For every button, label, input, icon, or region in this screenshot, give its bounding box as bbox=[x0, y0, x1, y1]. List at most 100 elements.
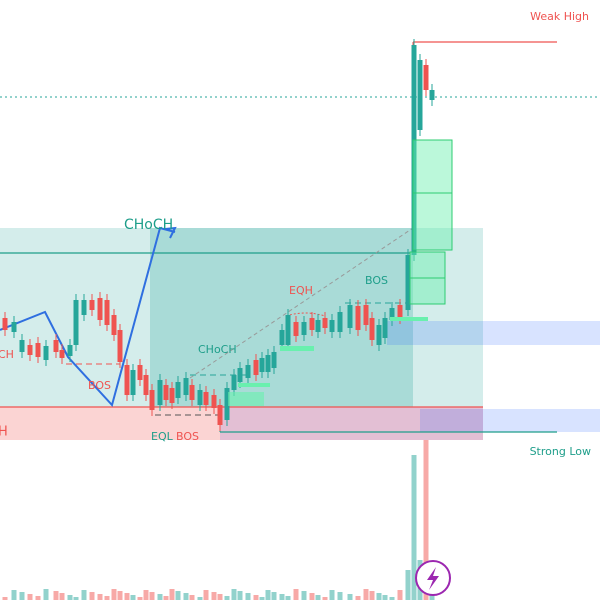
volume-bar bbox=[217, 594, 223, 600]
strong-low-label: Strong Low bbox=[530, 445, 591, 458]
candle-body bbox=[175, 382, 181, 398]
candle-body bbox=[322, 318, 328, 328]
volume-bar bbox=[43, 589, 49, 600]
candle-body bbox=[104, 300, 110, 325]
volume-bar bbox=[309, 593, 315, 600]
volume-bar bbox=[59, 593, 65, 600]
candle-body bbox=[224, 388, 230, 420]
volume-bar bbox=[245, 593, 251, 600]
cut-label: H bbox=[0, 425, 8, 440]
candle-body bbox=[301, 322, 307, 335]
volume-bar bbox=[35, 596, 41, 600]
volume-bar bbox=[411, 455, 417, 600]
volume-bar bbox=[293, 589, 299, 600]
volume-bar bbox=[149, 592, 155, 600]
volume-bar bbox=[197, 597, 203, 600]
candle-body bbox=[124, 365, 130, 395]
fvg-box bbox=[412, 139, 453, 251]
candle-body bbox=[59, 350, 65, 358]
volume-bar bbox=[124, 593, 130, 600]
volume-bar bbox=[53, 591, 59, 600]
volume-bar bbox=[2, 597, 8, 600]
volume-bar bbox=[337, 592, 343, 600]
volume-bar bbox=[363, 589, 369, 600]
candle-body bbox=[293, 322, 299, 336]
fvg-box bbox=[412, 192, 453, 251]
volume-bar bbox=[315, 595, 321, 600]
candle-body bbox=[429, 90, 435, 100]
fvg-box bbox=[409, 277, 446, 305]
candle-body bbox=[376, 325, 382, 345]
candle-body bbox=[97, 298, 103, 320]
candle-body bbox=[11, 322, 17, 332]
candle-body bbox=[217, 405, 223, 425]
volume-bar bbox=[301, 591, 307, 600]
candle-body bbox=[157, 380, 163, 405]
candle-body bbox=[329, 320, 335, 332]
candle-body bbox=[27, 345, 33, 355]
volume-bar bbox=[163, 596, 169, 600]
fvg-box bbox=[390, 317, 428, 321]
candle-body bbox=[183, 378, 189, 395]
volume-bar bbox=[97, 594, 103, 600]
cut-label: CH bbox=[0, 348, 14, 361]
volume-bar bbox=[189, 595, 195, 600]
volume-bar bbox=[81, 590, 87, 600]
candle-body bbox=[53, 340, 59, 352]
bos-label: BOS bbox=[176, 430, 199, 443]
bos-label: BOS bbox=[365, 274, 388, 287]
candle-body bbox=[397, 305, 403, 318]
candle-body bbox=[347, 305, 353, 328]
candle-body bbox=[337, 312, 343, 332]
volume-bar bbox=[143, 590, 149, 600]
volume-bar bbox=[347, 594, 353, 600]
volume-bar bbox=[382, 595, 388, 600]
volume-bar bbox=[117, 591, 123, 600]
candle-body bbox=[189, 385, 195, 400]
volume-bar bbox=[169, 589, 175, 600]
order-block bbox=[220, 407, 483, 440]
volume-bar bbox=[405, 570, 411, 600]
candle-body bbox=[389, 308, 395, 320]
volume-bar bbox=[279, 594, 285, 600]
candle-body bbox=[211, 395, 217, 408]
candle-body bbox=[355, 306, 361, 330]
demand-zone bbox=[0, 407, 483, 440]
fvg-box bbox=[280, 346, 314, 351]
candle-body bbox=[315, 320, 321, 332]
eql-label: EQL bbox=[151, 430, 174, 443]
volume-bar bbox=[19, 592, 25, 600]
choch-label: CHoCH bbox=[124, 217, 173, 233]
candle-body bbox=[81, 300, 87, 315]
candle-body bbox=[253, 360, 259, 375]
volume-bar bbox=[285, 596, 291, 600]
volume-bar bbox=[104, 596, 110, 600]
volume-bar bbox=[369, 591, 375, 600]
trend-line bbox=[189, 227, 414, 379]
volume-bar bbox=[130, 595, 136, 600]
volume-bar bbox=[376, 593, 382, 600]
volume-bar bbox=[423, 440, 429, 600]
volume-bar bbox=[389, 597, 395, 600]
zigzag-arrow bbox=[164, 226, 177, 239]
candles bbox=[2, 39, 435, 431]
volume-bar bbox=[329, 590, 335, 600]
candle-body bbox=[265, 355, 271, 372]
candle-body bbox=[130, 370, 136, 395]
candle-body bbox=[405, 255, 411, 310]
volume-bar bbox=[259, 597, 265, 600]
candle-body bbox=[369, 318, 375, 340]
eqh-label: EQH bbox=[289, 284, 313, 297]
candle-body bbox=[382, 318, 388, 338]
candle-body bbox=[417, 60, 423, 130]
candle-body bbox=[111, 315, 117, 335]
volume-bar bbox=[137, 597, 143, 600]
candle-body bbox=[163, 385, 169, 400]
volume-bar bbox=[322, 597, 328, 600]
candle-body bbox=[245, 365, 251, 378]
candle-body bbox=[259, 358, 265, 372]
candle-body bbox=[271, 352, 277, 368]
candle-body bbox=[2, 318, 8, 330]
fvg-box bbox=[228, 392, 264, 406]
